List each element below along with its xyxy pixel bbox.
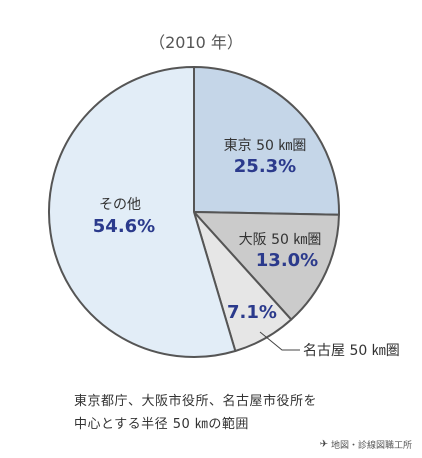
leader-line xyxy=(259,331,300,351)
pie-chart: （2010 年） 東京 50 ㎞圏 25.3% 大阪 50 ㎞圏 13.0% 名古屋 5… xyxy=(48,33,400,359)
credit-text: 地図・診線図職工所 xyxy=(330,441,412,451)
footnote-line-2: 中心とする半径 50 ㎞の範囲 xyxy=(74,417,249,432)
slice-value-label: 54.6% xyxy=(93,216,155,237)
slice-name-label: 名古屋 50 ㎞圏 xyxy=(303,343,400,359)
credit-logo-icon: ✈ xyxy=(319,439,328,450)
footnote: 東京都庁、大阪市役所、名古屋市役所を 中心とする半径 50 ㎞の範囲 xyxy=(74,390,414,436)
slice-value-label: 13.0% xyxy=(256,250,318,271)
pie-slice-2 xyxy=(193,211,340,321)
pie-slice-4 xyxy=(48,66,237,358)
footnote-line-1: 東京都庁、大阪市役所、名古屋市役所を xyxy=(74,394,318,409)
slice-name-label: 東京 50 ㎞圏 xyxy=(224,138,307,154)
slice-name-label: 大阪 50 ㎞圏 xyxy=(239,232,322,248)
slice-value-label: 25.3% xyxy=(234,156,296,177)
pie-slice-1 xyxy=(193,66,340,216)
credit: ✈ 地図・診線図職工所 xyxy=(320,438,412,451)
slice-value-label: 7.1% xyxy=(227,302,277,323)
chart-title: （2010 年） xyxy=(149,33,243,52)
slice-name-label: その他 xyxy=(99,197,141,213)
